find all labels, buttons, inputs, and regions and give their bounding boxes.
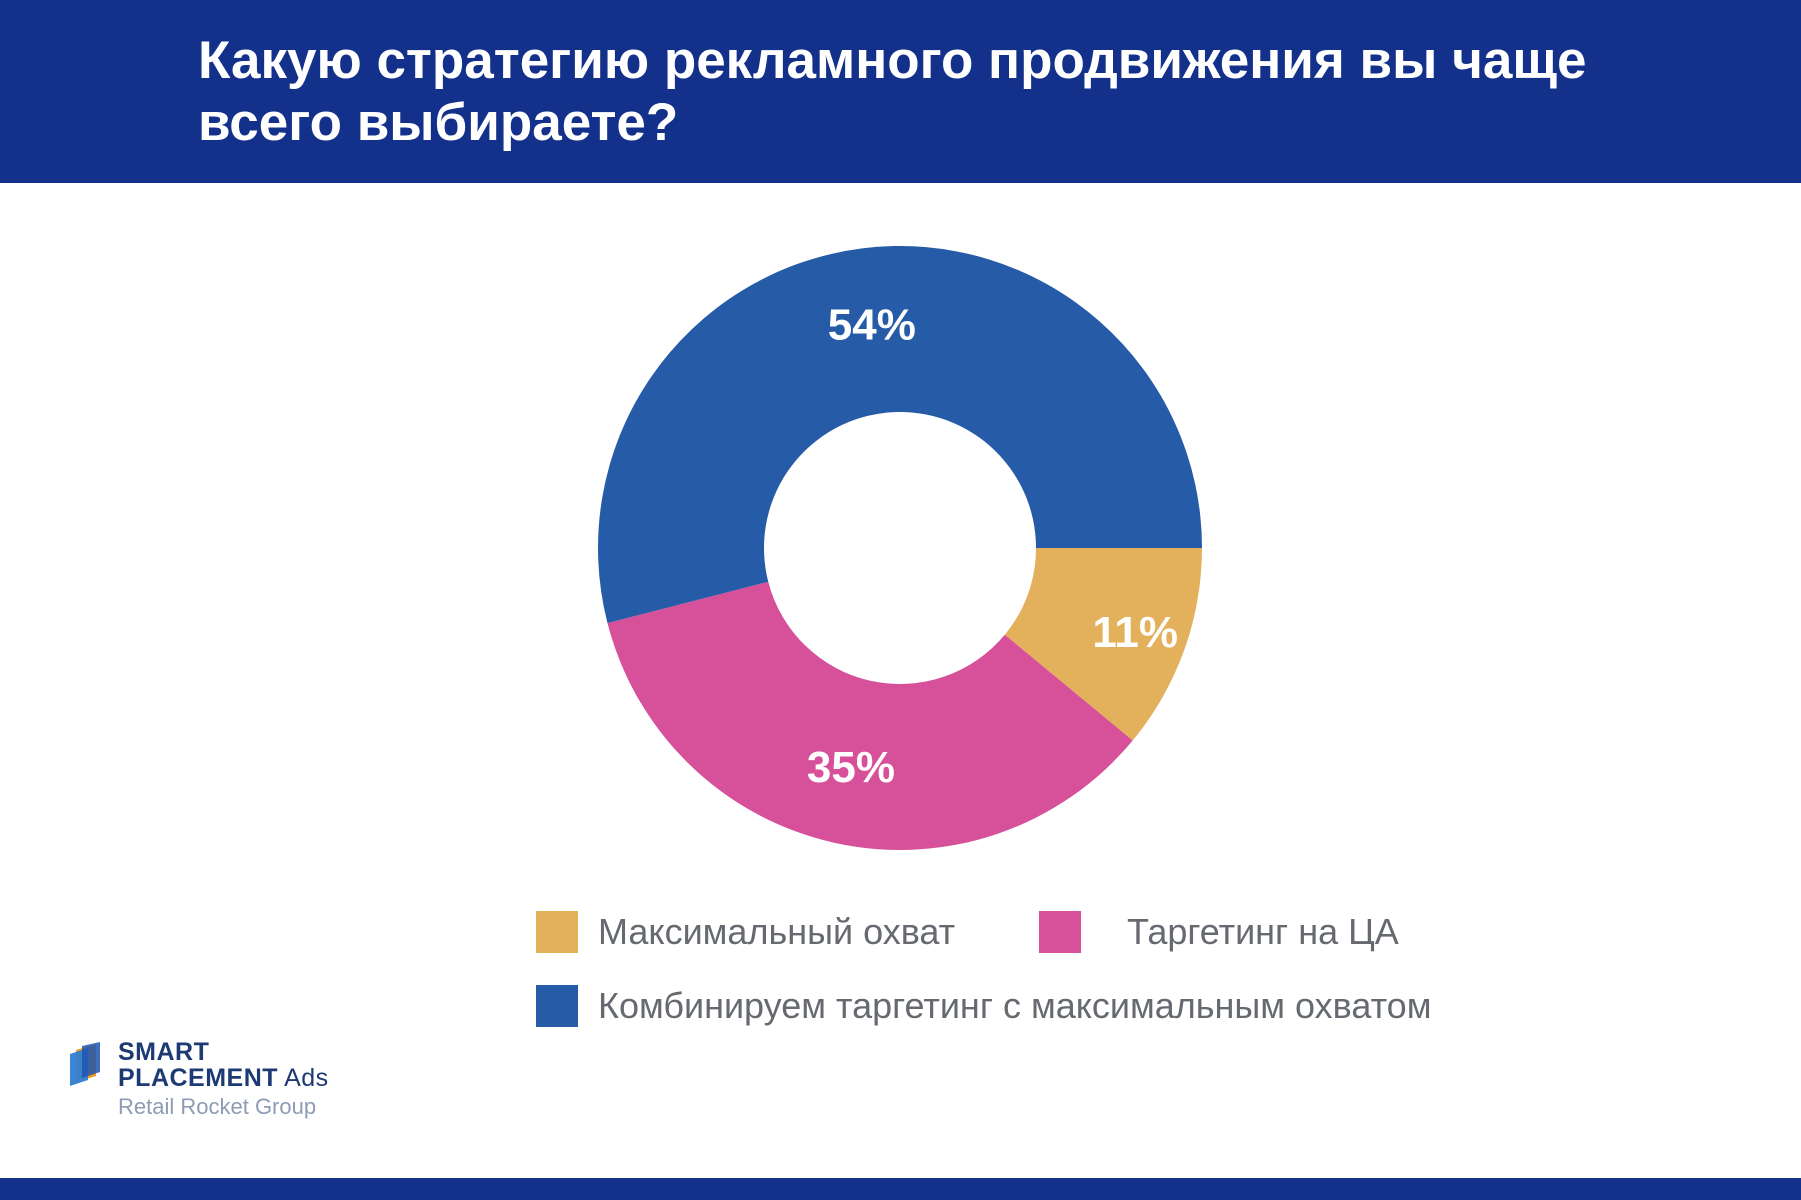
footer-bar — [0, 1178, 1801, 1200]
logo-text-smart: SMART — [118, 1038, 210, 1066]
logo-text-group: Retail Rocket Group — [118, 1094, 317, 1119]
legend-label-combined: Комбинируем таргетинг с максимальным охв… — [598, 985, 1432, 1026]
donut-slice-combined — [597, 245, 1202, 624]
legend-label-max-reach: Максимальный охват — [598, 911, 956, 952]
legend-swatch-max-reach — [536, 911, 578, 953]
logo-mark-icon — [70, 1042, 100, 1086]
donut-slice-targeting — [607, 581, 1133, 850]
logo-text-placement-word: PLACEMENT — [118, 1064, 279, 1092]
legend-item-targeting: Таргетинг на ЦА — [1039, 911, 1399, 953]
donut-label-targeting: 35% — [807, 743, 895, 792]
legend-item-max-reach: Максимальный охват — [536, 911, 955, 953]
company-logo: SMART PLACEMENT Ads Retail Rocket Group — [68, 1038, 368, 1119]
donut-slice-max-reach — [1004, 548, 1202, 741]
legend-swatch-combined — [536, 985, 578, 1027]
logo-text-ads: Ads — [284, 1064, 329, 1092]
donut-label-combined: 54% — [828, 300, 916, 349]
page-title: Какую стратегию рекламного продвижения в… — [198, 31, 1587, 152]
legend-item-combined: Комбинируем таргетинг с максимальным охв… — [536, 985, 1431, 1027]
logo-text-placement: PLACEMENT Ads — [118, 1064, 329, 1093]
donut-label-max-reach: 11% — [1092, 608, 1178, 657]
legend-label-targeting: Таргетинг на ЦА — [1127, 911, 1399, 952]
legend-swatch-targeting — [1039, 911, 1081, 953]
header-banner: Какую стратегию рекламного продвижения в… — [0, 0, 1801, 183]
